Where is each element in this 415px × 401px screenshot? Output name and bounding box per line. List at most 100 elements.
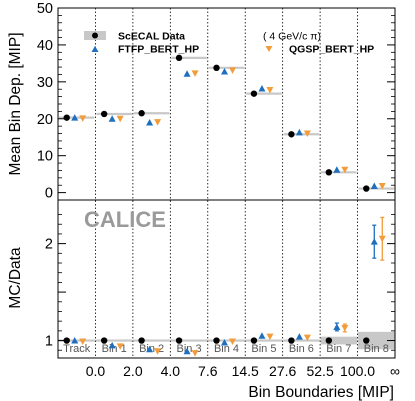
top-point-triangle-down bbox=[191, 70, 199, 77]
data-band-ratio bbox=[245, 339, 283, 342]
top-point-circle bbox=[175, 54, 183, 62]
ratio-point-circle bbox=[175, 337, 183, 344]
data-band-ratio bbox=[208, 339, 245, 342]
top-point-triangle-up bbox=[221, 68, 228, 75]
legend-ftfp-marker bbox=[91, 46, 99, 52]
top-point-triangle-down bbox=[266, 86, 274, 94]
bin-label: Bin 4 bbox=[214, 343, 239, 355]
top-point-circle bbox=[138, 110, 145, 117]
ratio-point-circle bbox=[250, 337, 258, 344]
bin-label: Bin 1 bbox=[102, 343, 127, 355]
ratio-point-circle bbox=[213, 337, 220, 344]
legend-ftfp-label: FTFP_BERT_HP bbox=[118, 44, 199, 56]
data-band-ratio bbox=[358, 331, 395, 350]
top-point-circle bbox=[63, 114, 70, 121]
bin-label: Bin 5 bbox=[251, 343, 276, 355]
bin-boundary-label: 14.5 bbox=[232, 363, 259, 379]
top-point-triangle-down bbox=[378, 182, 386, 190]
data-band-ratio bbox=[95, 339, 133, 342]
ratio-point-circle bbox=[100, 337, 108, 344]
bin-boundary-label: 100.0 bbox=[340, 363, 375, 379]
data-band-ratio bbox=[58, 339, 95, 342]
x-axis-label: Bin Boundaries [MIP] bbox=[248, 384, 394, 401]
top-y-tick-label: 40 bbox=[37, 38, 53, 54]
bin-label: Bin 6 bbox=[289, 343, 314, 355]
bin-boundary-label: 0.0 bbox=[86, 363, 106, 379]
ratio-point-circle bbox=[63, 337, 70, 344]
data-band-ratio bbox=[133, 339, 170, 342]
top-point-triangle-down bbox=[79, 115, 87, 122]
top-y-tick-label: 20 bbox=[37, 112, 53, 128]
calice-watermark: CALICE bbox=[84, 207, 166, 232]
top-point-circle bbox=[213, 64, 220, 72]
ratio-point-triangle-up bbox=[370, 238, 378, 245]
ratio-point-triangle-down bbox=[116, 343, 124, 350]
legend: ScECAL Data FTFP_BERT_HP ( 4 GeV/c π) QG… bbox=[84, 31, 374, 56]
top-point-triangle-down bbox=[116, 115, 124, 123]
ratio-point-circle bbox=[363, 337, 370, 344]
data-band-ratio bbox=[283, 339, 320, 342]
bottom-y-axis-label: MC/Data bbox=[7, 247, 24, 309]
ratio-point-triangle-up bbox=[258, 332, 266, 339]
top-point-triangle-down bbox=[303, 130, 311, 138]
top-point-triangle-down bbox=[154, 119, 162, 126]
ratio-point-triangle-down bbox=[79, 338, 87, 346]
top-point-circle bbox=[363, 185, 370, 192]
top-point-triangle-down bbox=[341, 166, 349, 174]
top-y-tick-label: 10 bbox=[37, 149, 53, 165]
top-y-axis-label: Mean Bin Dep. [MIP] bbox=[7, 32, 24, 175]
top-point-triangle-up bbox=[370, 182, 378, 189]
top-point-triangle-up bbox=[108, 115, 116, 122]
data-band-ratio bbox=[170, 339, 208, 342]
top-point-triangle-up bbox=[258, 84, 266, 92]
ratio-point-triangle-up bbox=[108, 341, 116, 349]
ratio-point-triangle-up bbox=[295, 333, 303, 340]
legend-qgsp-marker bbox=[265, 46, 273, 52]
bin-boundary-label: 7.6 bbox=[198, 363, 218, 379]
ratio-point-triangle-up bbox=[183, 347, 191, 355]
top-point-triangle-down bbox=[229, 67, 236, 74]
top-point-triangle-up bbox=[146, 118, 154, 126]
ratio-point-triangle-up bbox=[221, 338, 228, 346]
bin-label: Track bbox=[63, 343, 91, 355]
data-band-ratio bbox=[320, 336, 358, 345]
legend-qgsp-label: QGSP_BERT_HP bbox=[289, 44, 374, 56]
ratio-point-triangle-down bbox=[229, 338, 236, 346]
top-y-tick-label: 50 bbox=[37, 1, 53, 17]
top-point-circle bbox=[250, 90, 258, 97]
bottom-panel-frame bbox=[57, 199, 396, 359]
ratio-point-triangle-up bbox=[333, 323, 341, 330]
legend-energy-note: ( 4 GeV/c π) bbox=[263, 31, 321, 43]
bin-boundary-label: 4.0 bbox=[161, 363, 181, 379]
ratio-point-triangle-down bbox=[341, 324, 349, 332]
top-point-circle bbox=[325, 169, 333, 176]
bin-label: Bin 7 bbox=[326, 343, 351, 355]
top-point-triangle-up bbox=[183, 70, 191, 77]
top-point-triangle-up bbox=[295, 128, 303, 136]
legend-data-marker bbox=[92, 32, 98, 39]
top-point-triangle-up bbox=[71, 114, 79, 121]
bin-boundary-label: 2.0 bbox=[123, 363, 143, 379]
ratio-point-triangle-up bbox=[146, 345, 154, 353]
ratio-point-circle bbox=[325, 337, 333, 344]
ratio-point-triangle-down bbox=[191, 350, 199, 357]
ratio-point-triangle-down bbox=[154, 348, 162, 355]
ratio-point-triangle-up bbox=[71, 337, 79, 344]
ratio-point-triangle-down bbox=[266, 333, 274, 341]
top-y-tick-label: 0 bbox=[45, 186, 53, 202]
bin-boundary-label: 52.5 bbox=[306, 363, 333, 379]
legend-data-label: ScECAL Data bbox=[118, 31, 185, 43]
bin-boundary-label: 27.6 bbox=[269, 363, 296, 379]
ratio-point-triangle-down bbox=[303, 334, 311, 342]
bin-label: Bin 8 bbox=[364, 343, 389, 355]
ratio-point-circle bbox=[288, 337, 295, 344]
ratio-point-triangle-down bbox=[378, 235, 386, 243]
ratio-point-circle bbox=[138, 337, 145, 344]
bottom-y-tick-label: 2 bbox=[45, 237, 53, 253]
top-point-circle bbox=[288, 131, 295, 138]
top-point-triangle-up bbox=[333, 166, 341, 173]
bottom-y-tick-label: 1 bbox=[45, 334, 53, 350]
top-point-circle bbox=[100, 110, 108, 118]
bin-boundary-label: ∞ bbox=[390, 363, 400, 379]
